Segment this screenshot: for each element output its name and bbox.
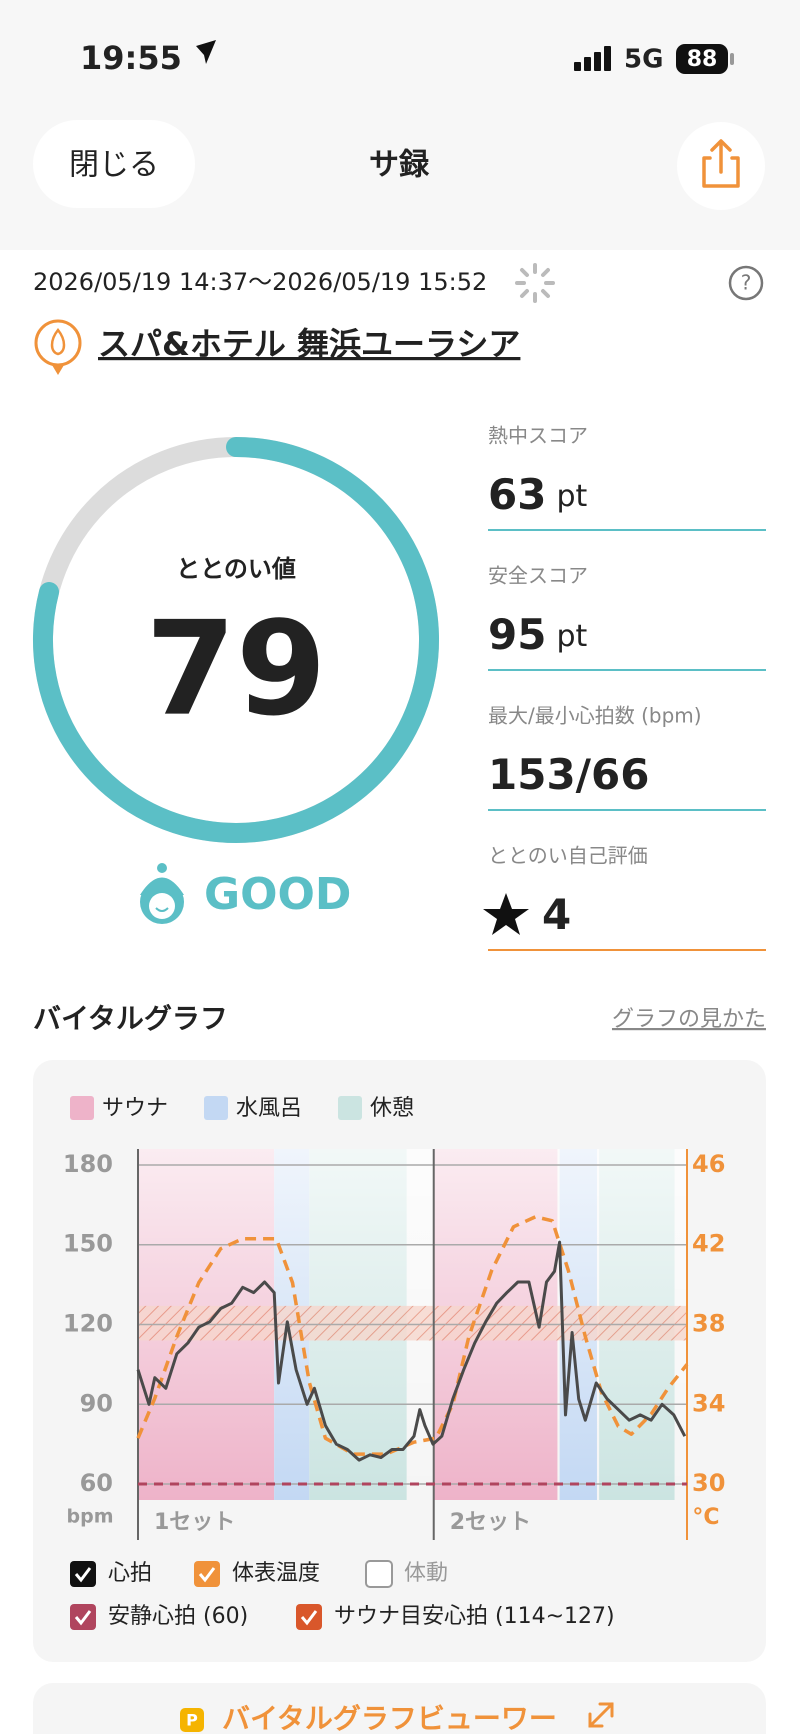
badge-bg [180,1708,204,1732]
stat-unit: pt [556,619,587,654]
legend-label: 心拍 [108,1561,152,1586]
battery-cap [730,53,734,65]
facility-icon [34,319,82,375]
series-line [136,1240,687,1462]
rating-icon [140,863,184,924]
y2-tick-label: 34 [692,1389,725,1417]
legend-checkbox [296,1604,322,1630]
guide-link[interactable]: グラフの見かた [612,1007,766,1032]
y-unit: bpm [67,1506,114,1528]
y-tick-label: 90 [80,1389,113,1417]
target-band [138,1305,687,1341]
check-mark [198,1567,216,1583]
help-icon[interactable] [728,265,764,301]
score-value: 79 [146,593,327,745]
legend-checkbox [70,1561,96,1587]
stat-label: 最大/最小心拍数 (bpm) [488,704,702,728]
star-icon [483,893,529,935]
check-mark [300,1610,318,1626]
stat-value-row: 4 [542,890,571,939]
check-mark [74,1610,92,1626]
zone-legend-label: 水風呂 [236,1096,302,1121]
zone-legend-label: 休憩 [370,1096,414,1121]
plot: サウナ 水風呂 休憩 60 90 120 150 180 30 34 38 42 46 bpm °C 1セット… [63,1096,725,1630]
rating: GOOD [204,869,351,920]
set-label: 1セット [154,1510,235,1535]
facility-name[interactable]: スパ&ホテル 舞浜ユーラシア [98,325,520,363]
y2-unit: °C [692,1505,719,1530]
stat-label: ととのい自己評価 [488,844,648,868]
y2-tick-label: 38 [692,1310,725,1338]
legend-label: サウナ目安心拍 (114~127) [334,1604,615,1629]
score-arc [33,437,439,843]
y-tick-label: 60 [80,1469,113,1497]
legend-label: 体表温度 [232,1561,320,1586]
clock: 19:55 [80,39,182,77]
legend-checkbox [365,1560,393,1588]
legend-checkbox [194,1561,220,1587]
badge: P [186,1711,198,1730]
stat-value: 4 [542,890,571,939]
help-mark[interactable]: ? [741,271,752,295]
battery [676,44,728,74]
y-tick-label: 150 [63,1230,113,1258]
zone-legend-swatch [70,1096,94,1120]
network: 5G [624,45,663,75]
series-line [136,1215,689,1456]
legend-checkbox [70,1604,96,1630]
stat-value-row: 63 pt [488,470,587,519]
expand-icon[interactable] [588,1702,614,1728]
close-label[interactable]: 閉じる [69,148,159,183]
signal-icon [574,46,611,71]
y-tick-label: 120 [63,1310,113,1338]
section-title: バイタルグラフ [33,1002,228,1035]
y2-tick-label: 42 [692,1230,725,1258]
stat-value: 153/66 [488,750,649,799]
location-icon [196,40,216,64]
share-icon[interactable] [702,139,740,188]
legend-label: 安静心拍 (60) [108,1604,248,1629]
stat-unit: pt [556,479,587,514]
zone-legend-label: サウナ [102,1096,168,1121]
battery-level: 88 [687,47,718,72]
close-button[interactable] [33,120,195,208]
loading-spinner [515,263,555,303]
stat-value-row: 95 pt [488,610,587,659]
zone-legend-swatch [204,1096,228,1120]
stat-value: 95 [488,610,546,659]
score-label: ととのい値 [176,555,296,583]
stat-label: 安全スコア [488,564,588,588]
viewer-button[interactable] [33,1683,766,1734]
stat-value-row: 153/66 [488,750,649,799]
check-mark [74,1567,92,1583]
y2-tick-label: 30 [692,1469,725,1497]
legend-label: 体動 [404,1561,448,1586]
session-period: 2026/05/19 14:37～2026/05/19 15:52 [33,268,487,296]
page-title: サ録 [369,148,430,183]
stat-value: 63 [488,470,546,519]
zone-legend-swatch [338,1096,362,1120]
y2-tick-label: 46 [692,1150,725,1178]
y-tick-label: 180 [63,1150,113,1178]
stat-label: 熱中スコア [488,424,588,448]
viewer-label[interactable]: バイタルグラフビューワー [222,1702,557,1734]
set-label: 2セット [450,1510,531,1535]
